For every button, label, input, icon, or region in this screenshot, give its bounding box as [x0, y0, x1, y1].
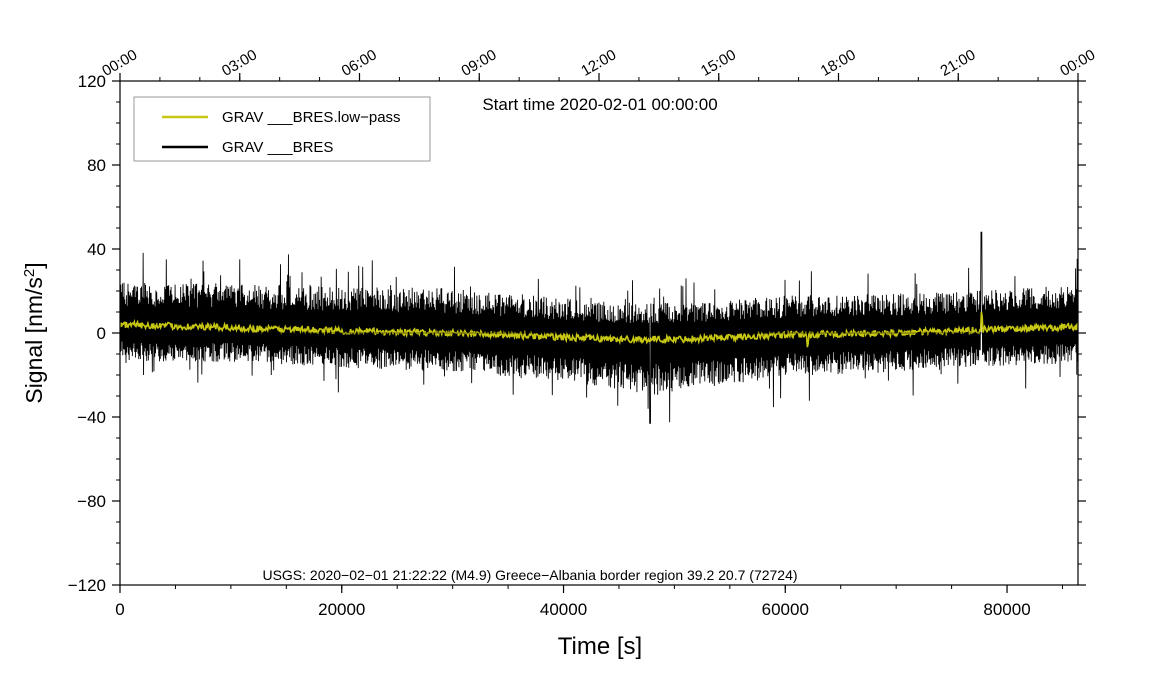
lowpass-signal-line	[120, 311, 1078, 348]
legend-label-raw: GRAV ___BRES	[222, 139, 333, 156]
x-tick-label: 80000	[983, 600, 1030, 619]
y-tick-label: −120	[68, 576, 106, 595]
y-axis: 120 80 40 0 −40 −80 −120	[68, 72, 1086, 595]
legend-label-lowpass: GRAV ___BRES.low−pass	[222, 109, 401, 126]
top-time-axis: 00:00 03:00 06:00 09:00 12:00 15:00 18:00 21:00…	[99, 46, 1098, 81]
y-tick-label: 80	[87, 156, 106, 175]
x-axis-label: Time [s]	[558, 633, 642, 660]
raw-signal-line	[120, 231, 1078, 424]
y-tick-label: 40	[87, 240, 106, 259]
x-tick-label: 0	[115, 600, 124, 619]
y-axis-label: Signal [nm/s2]	[21, 262, 48, 403]
x-tick-label: 60000	[762, 600, 809, 619]
x-tick-label: 40000	[540, 600, 587, 619]
legend-box	[133, 96, 431, 162]
y-tick-label: 120	[78, 72, 106, 91]
y-tick-label: −40	[77, 408, 106, 427]
x-tick-label: 20000	[318, 600, 365, 619]
x-axis: 0 20000 40000 60000 80000	[115, 585, 1063, 619]
y-tick-label: 0	[97, 324, 106, 343]
event-annotation: USGS: 2020−02−01 21:22:22 (M4.9) Greece−…	[262, 567, 797, 583]
legend: GRAV ___BRES.low−pass GRAV ___BRES	[133, 96, 431, 162]
y-tick-label: −80	[77, 492, 106, 511]
start-time-annotation: Start time 2020-02-01 00:00:00	[482, 95, 717, 114]
